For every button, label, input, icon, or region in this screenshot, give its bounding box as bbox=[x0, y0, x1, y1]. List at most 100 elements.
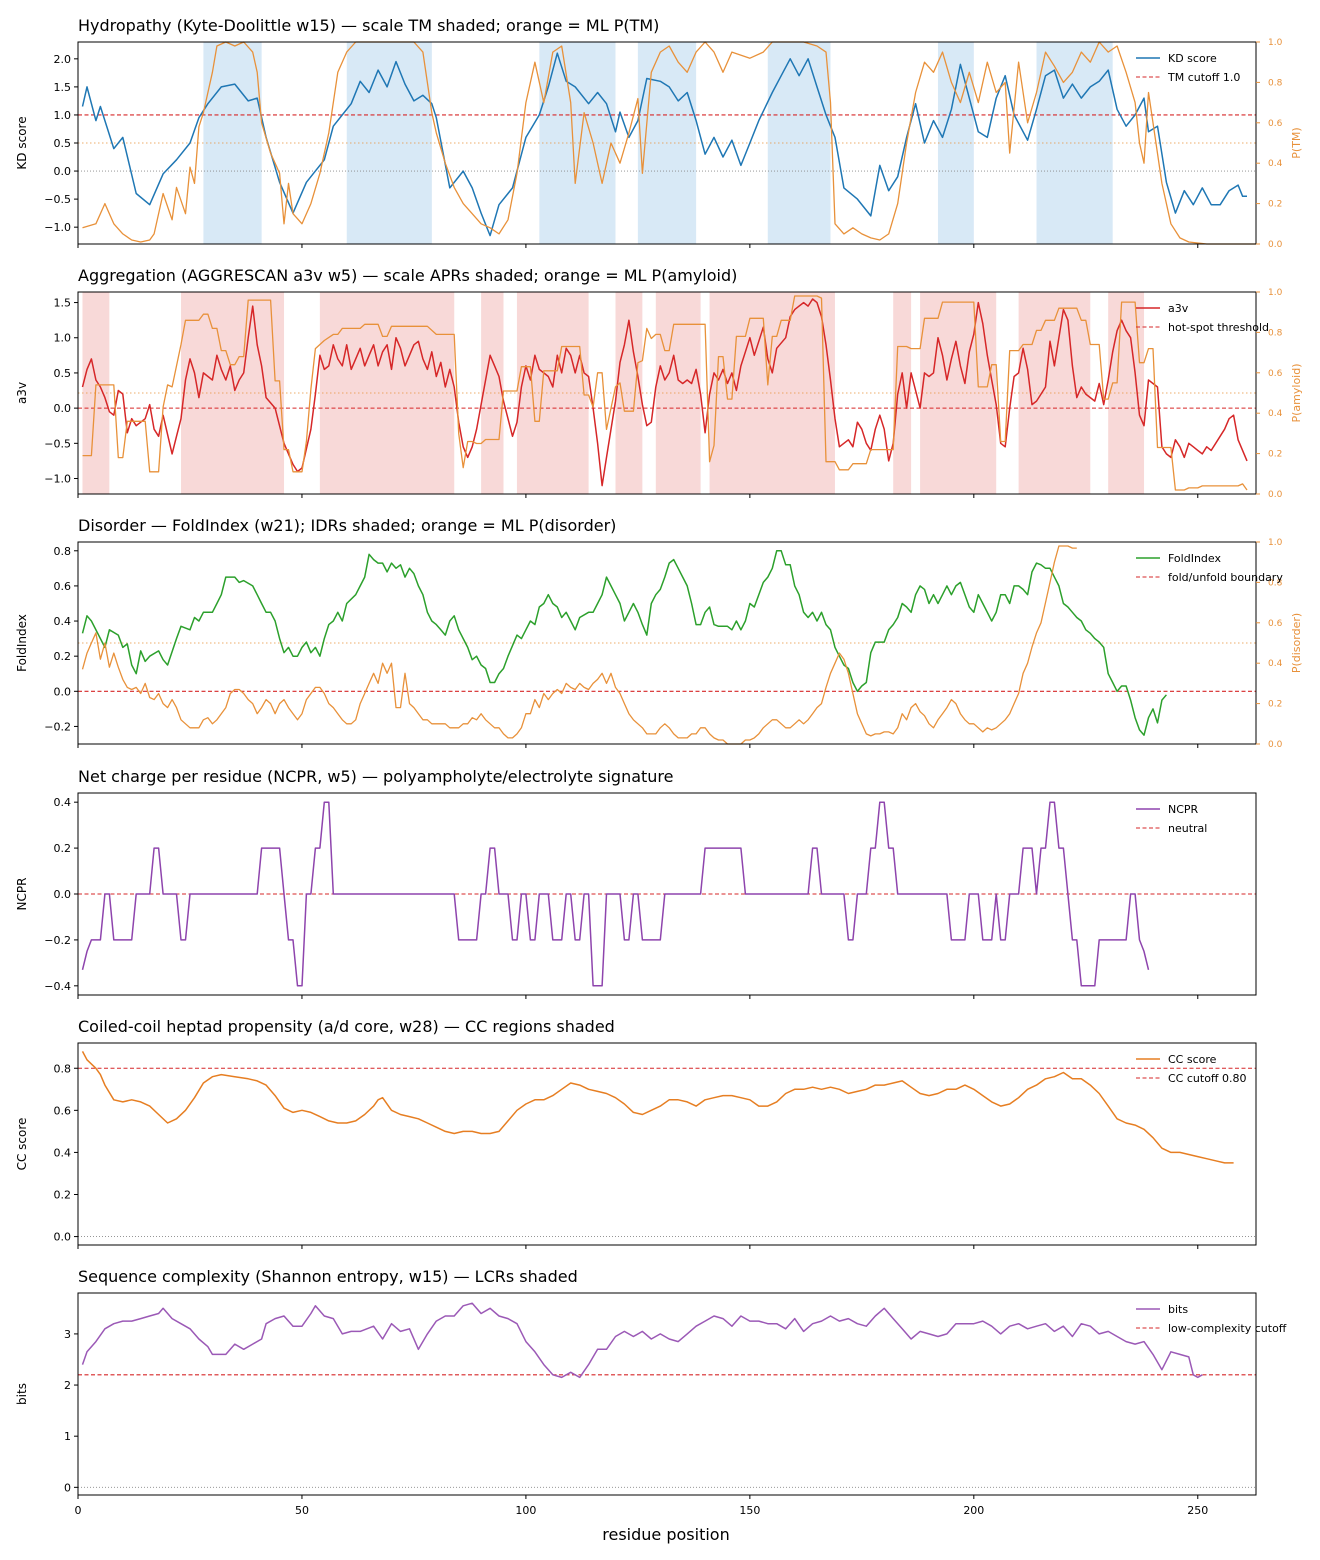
y-tick-label: 0.8 bbox=[54, 1062, 72, 1075]
y-tick-label: 0.8 bbox=[54, 545, 72, 558]
y2-tick-label: 0.6 bbox=[1268, 119, 1283, 129]
y-tick-label: 2 bbox=[64, 1379, 71, 1392]
ml-probability-line bbox=[82, 295, 1248, 491]
y-tick-label: 1.5 bbox=[54, 81, 72, 94]
y2-tick-label: 0.0 bbox=[1268, 740, 1283, 750]
y2-tick-label: 0.0 bbox=[1268, 240, 1283, 250]
y2-tick-label: 0.8 bbox=[1268, 78, 1283, 88]
plot-frame bbox=[77, 1292, 1257, 1496]
shaded-region bbox=[346, 42, 432, 244]
panel-title: Coiled-coil heptad propensity (a/d core,… bbox=[78, 1017, 615, 1036]
panel-2: Aggregation (AGGRESCAN a3v w5) — scale A… bbox=[15, 266, 1303, 500]
panel-6: Sequence complexity (Shannon entropy, w1… bbox=[15, 1267, 1287, 1517]
x-tick-label: 100 bbox=[515, 1504, 536, 1517]
y-tick-label: 1 bbox=[64, 1430, 71, 1443]
y-tick-label: 1.0 bbox=[54, 109, 72, 122]
y-tick-label: 0.5 bbox=[54, 367, 72, 380]
y-tick-label: −0.5 bbox=[44, 437, 71, 450]
y-tick-label: 0.0 bbox=[54, 888, 72, 901]
y-tick-label: 1.5 bbox=[54, 297, 72, 310]
y2-tick-label: 0.8 bbox=[1268, 328, 1283, 338]
legend: KD score TM cutoff 1.0 bbox=[1136, 52, 1240, 84]
legend-label: CC score bbox=[1168, 1053, 1217, 1066]
y2-tick-label: 0.0 bbox=[1268, 490, 1283, 500]
legend-label: low-complexity cutoff bbox=[1168, 1322, 1287, 1335]
y-tick-label: 0.2 bbox=[54, 842, 72, 855]
y2-axis-label: P(amyloid) bbox=[1290, 363, 1303, 422]
y-tick-label: −1.0 bbox=[44, 473, 71, 486]
series-line bbox=[81, 550, 1167, 736]
legend-label: KD score bbox=[1168, 52, 1217, 65]
y-axis-label: FoldIndex bbox=[15, 614, 29, 672]
series-line bbox=[81, 1051, 1234, 1164]
legend: a3v hot-spot threshold bbox=[1136, 302, 1269, 334]
y-tick-label: 0.0 bbox=[54, 402, 72, 415]
plot-frame bbox=[77, 1042, 1257, 1246]
shaded-region bbox=[516, 292, 589, 494]
y2-tick-label: 1.0 bbox=[1268, 38, 1283, 48]
y2-tick-label: 0.4 bbox=[1268, 159, 1283, 169]
y-tick-label: 2.0 bbox=[54, 53, 72, 66]
y2-tick-label: 1.0 bbox=[1268, 288, 1283, 298]
series-line bbox=[81, 801, 1150, 987]
legend: NCPR neutral bbox=[1136, 803, 1207, 835]
legend-label: NCPR bbox=[1168, 803, 1199, 816]
legend-label: CC cutoff 0.80 bbox=[1168, 1072, 1247, 1085]
panel-title: Net charge per residue (NCPR, w5) — poly… bbox=[78, 767, 674, 786]
plot-frame bbox=[77, 541, 1257, 745]
legend-label: neutral bbox=[1168, 822, 1207, 835]
series-line bbox=[81, 52, 1247, 237]
y-axis-label: NCPR bbox=[15, 878, 29, 911]
legend-label: bits bbox=[1168, 1303, 1188, 1316]
y-tick-label: 0.6 bbox=[54, 580, 72, 593]
y-tick-label: −0.2 bbox=[44, 720, 71, 733]
legend: bits low-complexity cutoff bbox=[1136, 1303, 1287, 1335]
legend-label: a3v bbox=[1168, 302, 1189, 315]
y2-tick-label: 0.8 bbox=[1268, 578, 1283, 588]
y2-tick-label: 0.2 bbox=[1268, 700, 1282, 710]
y-tick-label: −0.4 bbox=[44, 980, 71, 993]
panel-3: Disorder — FoldIndex (w21); IDRs shaded;… bbox=[15, 516, 1303, 750]
legend-label: hot-spot threshold bbox=[1168, 321, 1269, 334]
y-tick-label: 0.5 bbox=[54, 137, 72, 150]
legend: CC score CC cutoff 0.80 bbox=[1136, 1053, 1247, 1085]
panel-4: Net charge per residue (NCPR, w5) — poly… bbox=[15, 767, 1257, 999]
x-tick-label: 50 bbox=[295, 1504, 309, 1517]
plot-frame bbox=[77, 291, 1257, 495]
y-axis-label: KD score bbox=[15, 116, 29, 169]
ml-probability-line bbox=[81, 545, 1077, 745]
panel-title: Disorder — FoldIndex (w21); IDRs shaded;… bbox=[78, 516, 616, 535]
y-axis-label: a3v bbox=[15, 382, 29, 404]
y2-tick-label: 0.6 bbox=[1268, 619, 1283, 629]
x-axis-label: residue position bbox=[602, 1525, 729, 1544]
y2-tick-label: 0.4 bbox=[1268, 409, 1283, 419]
panel-5: Coiled-coil heptad propensity (a/d core,… bbox=[15, 1017, 1257, 1249]
y-tick-label: 0.0 bbox=[54, 165, 72, 178]
y-tick-label: 0 bbox=[64, 1481, 71, 1494]
y2-tick-label: 0.4 bbox=[1268, 659, 1283, 669]
panel-title: Sequence complexity (Shannon entropy, w1… bbox=[78, 1267, 578, 1286]
panel-1: Hydropathy (Kyte-Doolittle w15) — scale … bbox=[15, 16, 1303, 250]
legend-label: TM cutoff 1.0 bbox=[1167, 71, 1240, 84]
y-tick-label: 0.0 bbox=[54, 685, 72, 698]
y-tick-label: −0.2 bbox=[44, 934, 71, 947]
y2-tick-label: 1.0 bbox=[1268, 538, 1283, 548]
x-tick-label: 250 bbox=[1187, 1504, 1208, 1517]
y2-tick-label: 0.2 bbox=[1268, 200, 1282, 210]
panel-title: Aggregation (AGGRESCAN a3v w5) — scale A… bbox=[78, 266, 737, 285]
y-tick-label: 0.4 bbox=[54, 796, 72, 809]
x-tick-label: 150 bbox=[739, 1504, 760, 1517]
series-line bbox=[81, 1302, 1203, 1379]
shaded-region bbox=[481, 292, 504, 494]
y-tick-label: 3 bbox=[64, 1328, 71, 1341]
x-tick-label: 200 bbox=[963, 1504, 984, 1517]
shaded-region bbox=[203, 42, 262, 244]
panel-title: Hydropathy (Kyte-Doolittle w15) — scale … bbox=[78, 16, 659, 35]
y-tick-label: 1.0 bbox=[54, 332, 72, 345]
y-tick-label: −1.0 bbox=[44, 221, 71, 234]
y-tick-label: 0.2 bbox=[54, 650, 72, 663]
legend: FoldIndex fold/unfold boundary bbox=[1136, 552, 1283, 584]
series-line bbox=[81, 298, 1248, 487]
y2-axis-label: P(TM) bbox=[1290, 127, 1303, 158]
